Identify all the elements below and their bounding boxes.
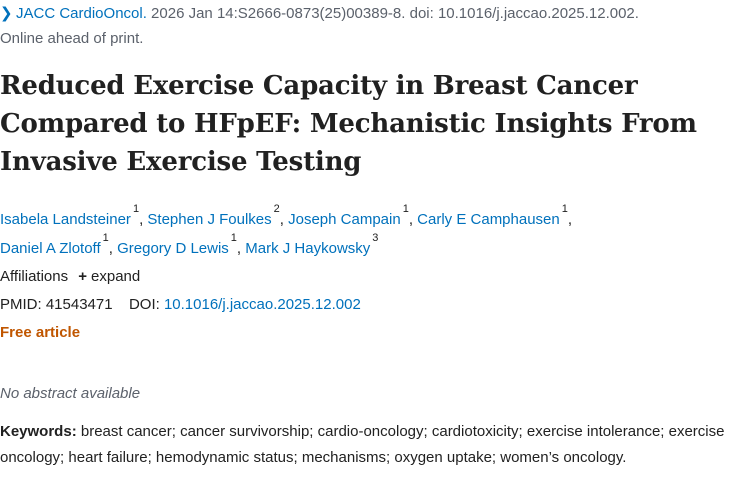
author-link[interactable]: Mark J Haykowsky xyxy=(245,240,371,257)
journal-link[interactable]: JACC CardioOncol. xyxy=(16,5,147,22)
affiliation-number[interactable]: 1 xyxy=(402,203,409,215)
author-link[interactable]: Gregory D Lewis xyxy=(117,240,229,257)
separator: , xyxy=(567,211,573,228)
citation-line: ❯ JACC CardioOncol. 2026 Jan 14:S2666-087… xyxy=(0,5,750,23)
separator: , xyxy=(139,211,148,228)
author-link[interactable]: Daniel A Zlotoff xyxy=(0,240,101,257)
free-article-badge: Free article xyxy=(0,324,81,341)
affiliation-number[interactable]: 3 xyxy=(372,232,379,244)
keywords-section: Keywords: breast cancer; cancer survivor… xyxy=(0,419,748,470)
publication-status: Online ahead of print. xyxy=(0,30,144,47)
keywords-label: Keywords: xyxy=(0,423,77,440)
author-link[interactable]: Carly E Camphausen xyxy=(417,211,560,228)
separator: , xyxy=(236,240,246,257)
expand-label: expand xyxy=(91,268,141,285)
author-link[interactable]: Joseph Campain xyxy=(288,211,401,228)
keywords-text: breast cancer; cancer survivorship; card… xyxy=(0,423,725,466)
affiliation-number[interactable]: 1 xyxy=(230,232,237,244)
affiliations-label: Affiliations xyxy=(0,268,69,285)
affiliation-number[interactable]: 1 xyxy=(102,232,109,244)
pmid-label: PMID: xyxy=(0,296,42,313)
doi-link[interactable]: 10.1016/j.jaccao.2025.12.002 xyxy=(163,296,361,313)
doi-label: DOI: xyxy=(128,296,160,313)
citation-details: 2026 Jan 14:S2666-0873(25)00389-8. doi: … xyxy=(146,5,639,22)
separator: , xyxy=(408,211,418,228)
affiliations-row: Affiliations + expand xyxy=(0,268,140,286)
expand-affiliations-button[interactable]: + expand xyxy=(78,268,140,285)
abstract-status: No abstract available xyxy=(0,385,141,402)
affiliation-number[interactable]: 1 xyxy=(561,203,568,215)
separator: , xyxy=(279,211,289,228)
plus-icon: + xyxy=(78,268,88,285)
author-link[interactable]: Isabela Landsteiner xyxy=(0,211,131,228)
affiliation-number[interactable]: 2 xyxy=(273,203,280,215)
author-link[interactable]: Stephen J Foulkes xyxy=(147,211,272,228)
authors-list: Isabela Landsteiner1, Stephen J Foulkes2… xyxy=(0,203,740,261)
chevron-right-icon[interactable]: ❯ xyxy=(0,5,13,22)
identifiers-row: PMID: 41543471 DOI: 10.1016/j.jaccao.202… xyxy=(0,296,361,314)
separator: , xyxy=(108,240,118,257)
affiliation-number[interactable]: 1 xyxy=(132,203,140,215)
article-title: Reduced Exercise Capacity in Breast Canc… xyxy=(0,71,697,177)
pmid-value: 41543471 xyxy=(45,296,113,313)
